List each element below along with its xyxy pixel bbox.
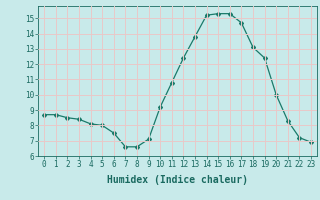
X-axis label: Humidex (Indice chaleur): Humidex (Indice chaleur) (107, 175, 248, 185)
